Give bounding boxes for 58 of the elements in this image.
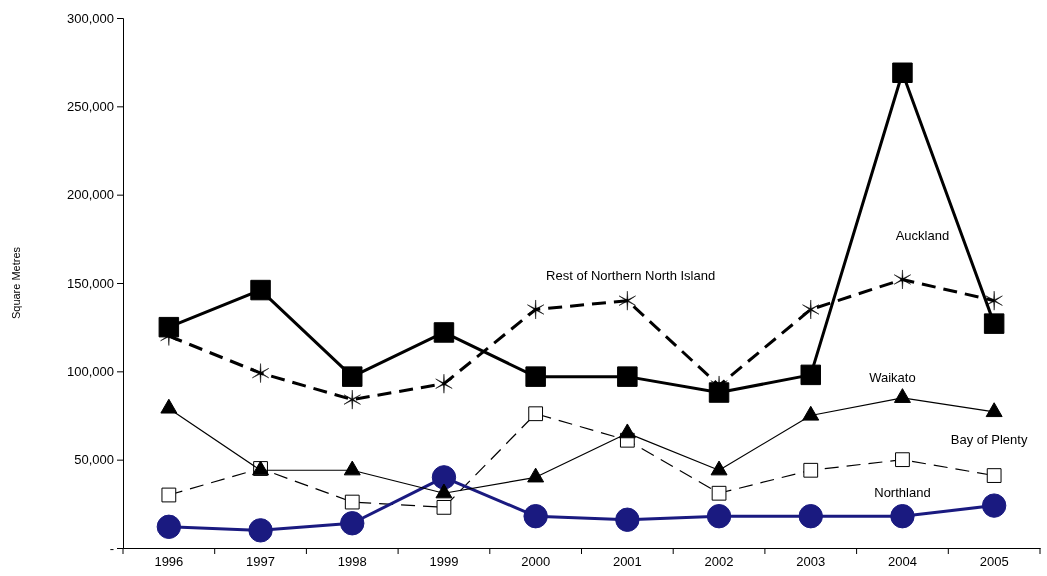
y-tick-label: 250,000 [67, 98, 114, 114]
point [431, 465, 457, 490]
point [802, 299, 820, 320]
x-tick-label: 2003 [796, 554, 826, 570]
point [985, 290, 1003, 311]
point [800, 364, 821, 386]
y-tick-label: 300,000 [67, 10, 114, 26]
point [895, 452, 910, 468]
series-label: Bay of Plenty [950, 432, 1028, 447]
point [983, 313, 1005, 334]
series-label: Northland [874, 485, 931, 500]
x-tick-label: 2001 [612, 554, 642, 570]
point [342, 366, 363, 387]
x-tick-label: 2004 [887, 554, 917, 570]
x-tick-label: 1999 [429, 554, 459, 570]
x-tick-label: 1998 [337, 554, 367, 570]
x-tick-label: 1997 [246, 554, 276, 570]
y-tick-label: - [109, 540, 114, 556]
point [706, 504, 732, 529]
y-tick-label: 150,000 [67, 275, 114, 291]
point [803, 462, 819, 478]
y-axis-title: Square Metres [10, 246, 22, 320]
x-tick-label: 2005 [979, 554, 1009, 570]
point [981, 493, 1007, 518]
point [893, 269, 911, 290]
point [890, 504, 915, 529]
x-tick-label: 1996 [154, 554, 184, 570]
point [986, 468, 1002, 483]
point [711, 485, 727, 501]
point [985, 402, 1003, 418]
point [615, 507, 640, 532]
point [528, 406, 544, 422]
series-label: Rest of Northern North Island [546, 268, 716, 283]
point [161, 487, 177, 503]
y-tick-label: 200,000 [67, 187, 114, 203]
point [525, 366, 546, 387]
point [436, 499, 452, 515]
x-tick-label: 2002 [704, 554, 734, 570]
point [344, 494, 360, 510]
point [617, 366, 638, 387]
point [798, 504, 823, 529]
point [433, 322, 455, 343]
point [523, 504, 548, 529]
point [340, 511, 365, 536]
point [156, 514, 182, 539]
point [618, 290, 636, 311]
x-tick-label: 2000 [521, 554, 551, 570]
series-label: Auckland [895, 228, 950, 243]
point [343, 389, 361, 410]
point [435, 373, 453, 394]
point [527, 299, 545, 320]
series-label: Waikato [869, 370, 916, 385]
y-tick-label: 100,000 [67, 363, 114, 379]
point [892, 62, 913, 84]
point [248, 518, 273, 543]
point [252, 363, 270, 383]
y-tick-label: 50,000 [74, 452, 114, 468]
point [250, 279, 271, 301]
